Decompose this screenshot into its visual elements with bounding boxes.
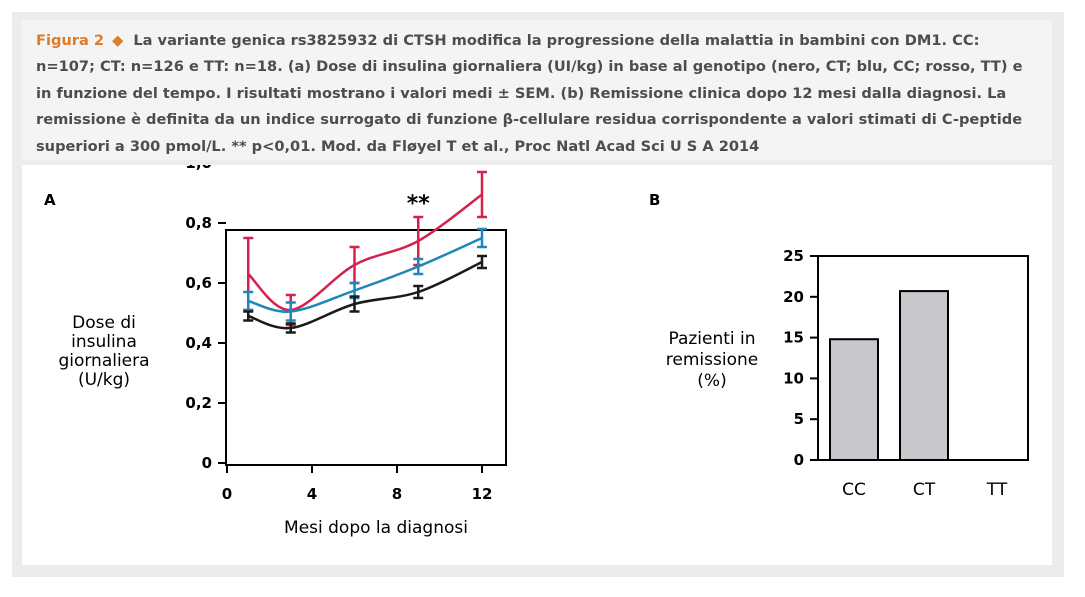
x-tick-label-b: TT bbox=[986, 480, 1008, 500]
y-tick-label-a: 1,0 bbox=[185, 165, 212, 172]
y-axis-label-a-line: Dose di bbox=[72, 313, 136, 333]
y-tick-label-a: 0,6 bbox=[185, 274, 212, 292]
bar-cc bbox=[829, 338, 879, 461]
y-tick-label-b: 15 bbox=[783, 329, 804, 347]
y-axis-label-b-line: (%) bbox=[697, 371, 726, 391]
series-line-2 bbox=[247, 260, 483, 330]
x-axis-label-a: Mesi dopo la diagnosi bbox=[284, 518, 468, 538]
y-tick-label-b: 20 bbox=[783, 288, 804, 306]
bar-ct bbox=[899, 290, 949, 461]
x-tick-label-a: 4 bbox=[307, 485, 317, 503]
series-line-0 bbox=[247, 193, 483, 312]
significance-annotation: ** bbox=[407, 192, 431, 217]
y-axis-label-a-line: giornaliera bbox=[58, 351, 149, 371]
caption-text: Figura 2 ◆ La variante genica rs3825932 di… bbox=[36, 28, 1041, 160]
y-axis-label-b-line: Pazienti in bbox=[668, 329, 755, 349]
y-tick-label-b: 25 bbox=[783, 247, 804, 265]
y-tick-label-a: 0,4 bbox=[185, 334, 212, 352]
figure-label: Figura 2 bbox=[36, 32, 105, 49]
y-tick-label-b: 5 bbox=[794, 410, 804, 428]
x-tick-label-a: 12 bbox=[472, 485, 493, 503]
y-tick-label-a: 0 bbox=[202, 454, 212, 472]
y-tick-label-b: 0 bbox=[794, 451, 804, 469]
plot-a-frame bbox=[225, 229, 507, 466]
panel-a-label: A bbox=[44, 191, 56, 209]
y-axis-label-b-line: remissione bbox=[666, 350, 758, 370]
panel-b-label: B bbox=[649, 191, 660, 209]
diamond-icon: ◆ bbox=[112, 32, 124, 49]
y-axis-label-a-line: (U/kg) bbox=[78, 370, 130, 390]
significance-annotation: ** bbox=[470, 165, 494, 173]
y-tick-label-a: 0,8 bbox=[185, 214, 212, 232]
figure-caption: Figura 2 ◆ La variante genica rs3825932 di… bbox=[22, 20, 1052, 160]
x-tick-label-a: 8 bbox=[392, 485, 402, 503]
x-tick-label-b: CC bbox=[842, 480, 866, 500]
x-tick-label-a: 0 bbox=[222, 485, 232, 503]
x-tick-label-b: CT bbox=[913, 480, 936, 500]
y-tick-label-b: 10 bbox=[783, 369, 804, 387]
caption-body: La variante genica rs3825932 di CTSH mod… bbox=[36, 32, 1023, 155]
y-tick-label-a: 0,2 bbox=[185, 394, 212, 412]
y-axis-label-a-line: insulina bbox=[71, 332, 137, 352]
